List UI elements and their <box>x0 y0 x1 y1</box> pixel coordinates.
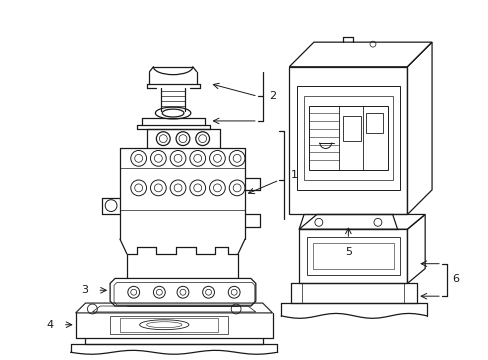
Text: 4: 4 <box>46 320 54 330</box>
Bar <box>297 86 399 190</box>
Bar <box>120 318 218 332</box>
Bar <box>343 116 361 141</box>
Bar <box>366 113 382 133</box>
Bar <box>110 316 228 334</box>
Bar <box>306 237 399 275</box>
Text: 2: 2 <box>269 91 276 101</box>
Bar <box>312 243 393 269</box>
Text: 5: 5 <box>344 247 351 257</box>
Bar <box>308 106 387 170</box>
Text: 6: 6 <box>451 274 458 284</box>
Text: 3: 3 <box>81 285 88 295</box>
Text: 1: 1 <box>291 170 298 180</box>
Bar <box>304 96 392 180</box>
